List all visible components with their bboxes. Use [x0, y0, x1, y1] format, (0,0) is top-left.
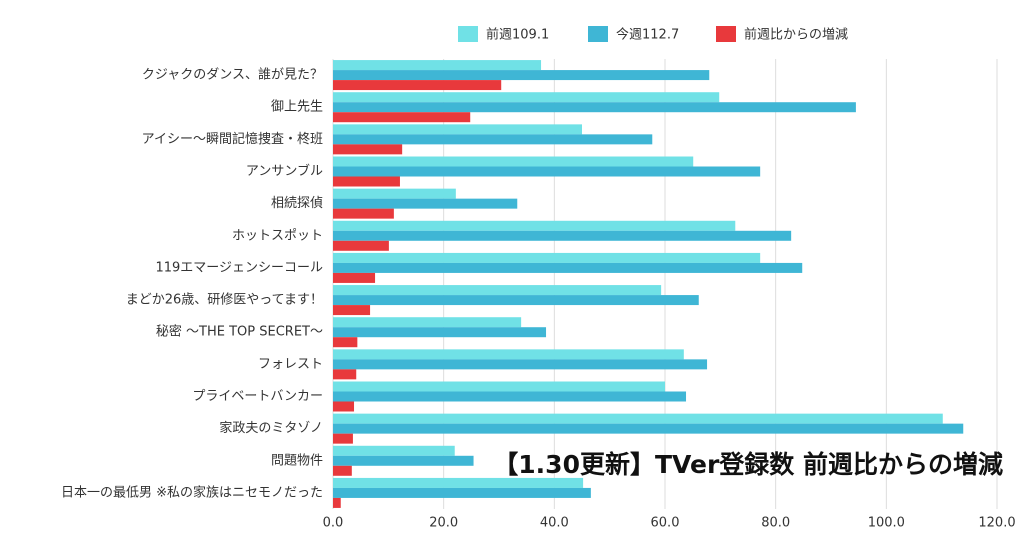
bar	[333, 497, 341, 508]
bar	[333, 230, 792, 241]
y-tick-label: 家政夫のミタゾノ	[219, 420, 323, 436]
bar	[333, 198, 518, 209]
y-tick-label: ホットスポット	[232, 228, 323, 243]
bar	[333, 176, 400, 187]
bar	[333, 423, 964, 434]
bar	[333, 327, 547, 338]
legend-label: 前週比からの増減	[744, 27, 848, 43]
bar	[333, 445, 455, 456]
bar	[333, 220, 736, 231]
bar	[333, 305, 371, 316]
bar	[333, 60, 542, 71]
bar	[333, 413, 943, 424]
y-tick-label: アンサンブル	[246, 163, 323, 179]
bar	[333, 455, 474, 466]
bar	[333, 166, 761, 177]
bar	[333, 401, 355, 412]
x-tick-label: 40.0	[540, 516, 569, 531]
bar	[333, 144, 403, 155]
x-tick-label: 120.0	[978, 516, 1015, 531]
bar	[333, 477, 584, 488]
legend-label: 前週109.1	[486, 27, 549, 43]
bar	[333, 188, 456, 199]
legend-swatch	[588, 26, 608, 42]
bar	[333, 369, 357, 380]
legend-swatch	[458, 26, 478, 42]
bar	[333, 272, 376, 283]
y-tick-label: 相続探偵	[271, 196, 323, 211]
legend-swatch	[716, 26, 736, 42]
y-tick-label: フォレスト	[258, 357, 323, 372]
x-tick-label: 60.0	[651, 516, 680, 531]
bar	[333, 381, 665, 392]
bar	[333, 433, 353, 444]
bar	[333, 102, 856, 113]
bar	[333, 391, 687, 402]
bar	[333, 70, 710, 81]
y-tick-label: プライベートバンカー	[192, 389, 323, 404]
bar	[333, 359, 708, 370]
y-tick-label: 日本一の最低男 ※私の家族はニセモノだった	[61, 484, 323, 500]
bar	[333, 80, 502, 91]
bar	[333, 92, 720, 103]
x-tick-label: 80.0	[761, 516, 790, 531]
bar	[333, 285, 662, 296]
x-tick-label: 0.0	[323, 516, 344, 531]
y-tick-label: クジャクのダンス、誰が見た？	[142, 67, 323, 83]
y-tick-label: 119エマージェンシーコール	[155, 260, 323, 275]
bar	[333, 252, 761, 263]
bar	[333, 112, 471, 123]
legend-label: 今週112.7	[616, 27, 679, 43]
bar	[333, 262, 803, 273]
chart-title: 【1.30更新】TVer登録数 前週比からの増減	[493, 450, 1003, 479]
bar	[333, 337, 358, 348]
x-tick-label: 100.0	[868, 516, 905, 531]
bar	[333, 134, 653, 145]
bar	[333, 317, 522, 328]
y-tick-label: 御上先生	[271, 100, 323, 115]
y-tick-label: 問題物件	[271, 453, 323, 468]
y-tick-label: まどか26歳、研修医やってます！	[126, 293, 323, 308]
y-tick-label: 秘密 〜THE TOP SECRET〜	[156, 324, 323, 340]
bar	[333, 240, 389, 251]
bar	[333, 487, 591, 498]
bar	[333, 349, 684, 360]
x-tick-label: 20.0	[429, 516, 458, 531]
bar	[333, 295, 699, 306]
bar	[333, 208, 394, 219]
bar	[333, 124, 582, 135]
y-tick-label: アイシー〜瞬間記憶捜査・柊班	[142, 131, 323, 147]
bar	[333, 156, 694, 167]
bar	[333, 465, 352, 476]
